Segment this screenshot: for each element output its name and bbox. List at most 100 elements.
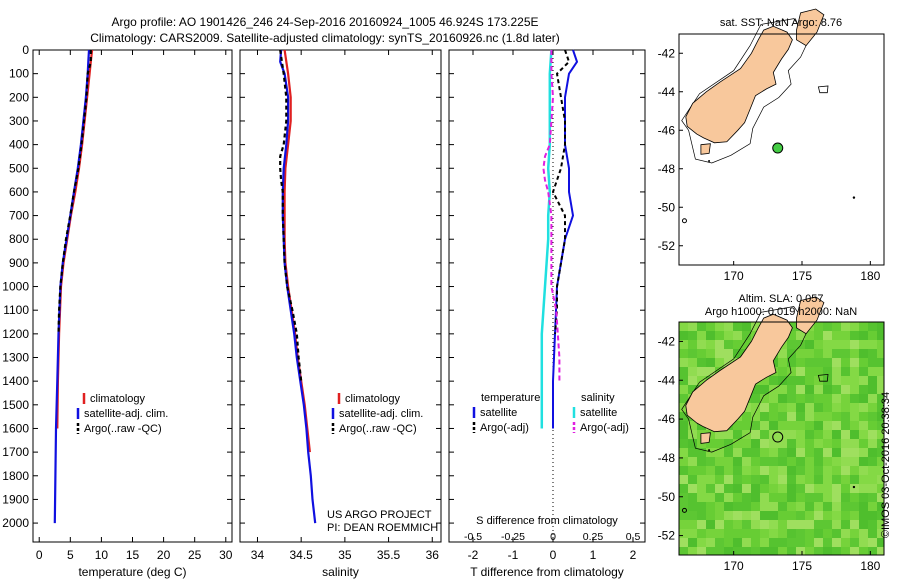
sla-map-sla-cell [859,358,868,367]
sla-map-sla-cell [823,502,832,511]
sla-map-sla-cell [877,547,884,555]
sla-map-sla-cell [760,493,769,502]
salinity-panel: 34 34.5 35 35.5 36 salinity climatology satelli… [239,49,442,579]
sla-map-sla-cell [751,502,760,511]
sla-map-sla-cell [823,430,832,439]
sla-map-sla-cell [859,439,868,448]
sla-map-sla-cell [679,331,688,340]
temperature-legend-argo-label: Argo(..raw -QC) [84,423,162,435]
sla-map-sla-cell [733,520,742,529]
sla-map-sla-cell [724,322,733,331]
sla-map-sla-cell [715,349,724,358]
difference-panel: -2 -1 0 1 2 -0.5 -0.25 0 0.25 0.5 S difference fro… [448,49,646,579]
sla-map-sla-cell [769,412,778,421]
sla-map-sla-cell [787,439,796,448]
sla-map-sla-cell [868,511,877,520]
sla-map-sla-cell [760,502,769,511]
sla-map-sla-cell [715,331,724,340]
sla-map-sla-cell [859,547,868,555]
sla-map-sla-cell [805,466,814,475]
sla-map-sla-cell [760,412,769,421]
sla-map-sla-cell [778,439,787,448]
sla-map-sla-cell [733,547,742,555]
sla-map-sla-cell [751,529,760,538]
sla-map-sla-cell [814,484,823,493]
sla-map-sla-cell [814,421,823,430]
sla-map-sla-cell [823,358,832,367]
sla-map-sla-cell [796,457,805,466]
difference-legend-t-satellite-label: satellite [480,407,517,419]
sla-map-sla-cell [841,376,850,385]
sla-map-sla-cell [733,502,742,511]
sla-map-sla-cell [832,421,841,430]
sla-map-sla-cell [814,331,823,340]
sla-map-sla-cell [706,367,715,376]
sla-map-sla-cell [760,484,769,493]
salinity-xtick-label: 36 [426,548,440,562]
depth-tick-label: 1900 [2,492,29,506]
sla-map-sla-cell [697,502,706,511]
sla-map-sla-cell [751,430,760,439]
sla-map-sla-cell [787,547,796,555]
sla-map-sla-cell [769,466,778,475]
depth-tick-label: 200 [9,90,29,104]
sla-map-islet [681,507,687,513]
sla-map-sla-cell [778,358,787,367]
sla-map-sla-cell [814,376,823,385]
sla-map-sla-cell [814,511,823,520]
sla-map-sla-cell [823,475,832,484]
sla-map-sla-cell [868,331,877,340]
sla-map-sla-cell [805,439,814,448]
sla-map-xtick-label: 180 [860,559,880,573]
sla-map-sla-cell [805,511,814,520]
sla-map-sla-cell [823,484,832,493]
sla-map-sla-cell [877,457,884,466]
sla-map-sla-cell [823,349,832,358]
sla-map-sla-cell [832,403,841,412]
sla-map-islet [708,449,711,452]
sla-map-sla-cell [877,412,884,421]
sla-map-sla-cell [688,448,697,457]
sla-map-sla-cell [751,466,760,475]
sla-map-sla-cell [823,466,832,475]
sla-map-sla-cell [850,457,859,466]
sla-map-sla-cell [688,457,697,466]
sla-map-sla-cell [850,547,859,555]
sla-map-sla-cell [850,484,859,493]
sla-map-sla-cell [832,439,841,448]
sla-map-sla-cell [832,502,841,511]
sla-map-sla-cell [751,412,760,421]
temperature-satellite-line [53,49,91,524]
sla-map-sla-cell [832,493,841,502]
sla-map-sla-cell [787,529,796,538]
sla-map-sla-cell [760,403,769,412]
sla-map-sla-cell [805,412,814,421]
depth-tick-label: 1400 [2,374,29,388]
sla-map-sla-cell [769,421,778,430]
sla-map-sla-cell [679,412,688,421]
depth-tick-label: 1600 [2,421,29,435]
sla-map-sla-cell [787,421,796,430]
salinity-xtick-label: 35 [338,548,352,562]
sla-map-sla-cell [841,421,850,430]
sla-map-sla-cell [877,475,884,484]
sla-map-sla-cell [769,520,778,529]
sla-map-sla-cell [823,511,832,520]
sla-map-sla-cell [859,322,868,331]
sla-map-sla-cell [697,331,706,340]
sla-map-sla-cell [742,466,751,475]
sla-map-sla-cell [877,520,884,529]
sla-map-sla-cell [688,439,697,448]
sla-map-sla-cell [724,502,733,511]
sla-map-sla-cell [697,547,706,555]
sla-map-sla-cell [868,529,877,538]
sla-map-sla-cell [769,547,778,555]
sla-map-sla-cell [805,421,814,430]
sst-map-xtick-label: 175 [792,269,812,283]
sla-map-sla-cell [742,538,751,547]
sla-map-sla-cell [697,367,706,376]
sla-map-sla-cell [814,322,823,331]
sla-map-sla-cell [850,466,859,475]
sla-map-sla-cell [823,394,832,403]
sla-map-sla-cell [805,538,814,547]
